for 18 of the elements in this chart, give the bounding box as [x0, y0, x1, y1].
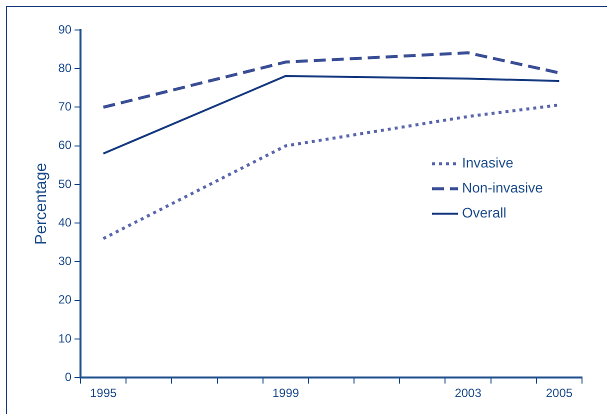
- y-tick-label: 80: [58, 60, 72, 75]
- y-tick-label: 40: [58, 215, 72, 230]
- y-tick-label: 70: [58, 100, 72, 114]
- y-axis-title: Percentage: [33, 162, 50, 245]
- legend-label: Non-invasive: [462, 180, 544, 196]
- x-tick-label: 2003: [454, 386, 482, 400]
- x-tick-label: 2005: [546, 386, 573, 400]
- y-tick-label: 30: [58, 254, 72, 268]
- y-tick-label: 60: [58, 138, 72, 152]
- legend-label: Invasive: [462, 154, 514, 171]
- legend-label: Overall: [462, 204, 506, 221]
- y-tick-label: 10: [58, 331, 72, 346]
- y-tick-label: 0: [64, 370, 72, 384]
- x-tick-label: 1999: [272, 386, 300, 400]
- y-tick-label: 90: [58, 22, 72, 36]
- x-tick-label: 1995: [90, 386, 118, 400]
- y-tick-label: 50: [58, 176, 72, 191]
- y-tick-label: 20: [58, 292, 72, 307]
